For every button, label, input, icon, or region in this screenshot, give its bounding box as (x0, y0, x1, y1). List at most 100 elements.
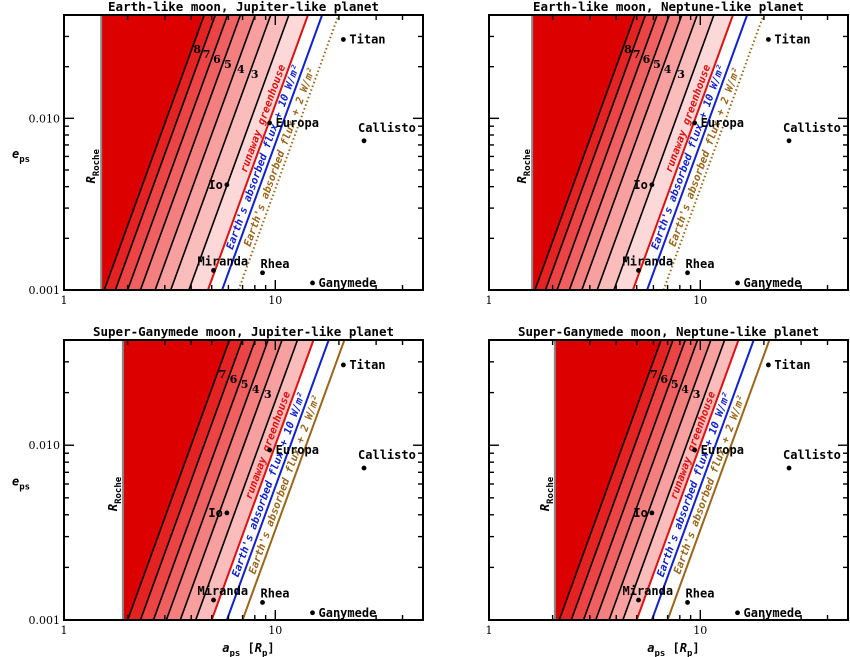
x-axis-label-part: [ (665, 641, 679, 655)
moon-label: Rhea (686, 257, 715, 271)
moon-label: Titan (774, 32, 810, 46)
zone-4 (153, 340, 269, 620)
moon-marker (685, 600, 690, 605)
zone-4 (557, 15, 670, 290)
zone-1 (554, 340, 662, 620)
y-tick-label: 0.010 (29, 112, 61, 125)
zone-boundary-line (622, 340, 726, 620)
moon-marker (310, 280, 315, 286)
panel-title: Super-Ganymede moon, Neptune-like planet (518, 324, 819, 339)
y-axis-label: eps (12, 475, 30, 493)
moon-label: Io (208, 178, 222, 192)
zone-6 (581, 15, 698, 290)
moon-marker (735, 280, 740, 286)
roche-label: RRoche (84, 149, 102, 184)
axes-frame (63, 339, 424, 621)
zone-label: 5 (224, 58, 232, 71)
zone-4 (127, 15, 241, 290)
moon-marker (211, 268, 216, 273)
x-tick-label: 1 (61, 624, 68, 637)
zone-6 (155, 15, 271, 290)
zone-boundary-line (194, 340, 299, 620)
roche-label-sub: Roche (92, 149, 102, 177)
moon-label: Ganymede (319, 276, 377, 290)
x-tick-label: 1 (486, 624, 493, 637)
zone-label: 6 (230, 373, 238, 386)
zone-boundary-line (596, 15, 698, 290)
zone-label: 3 (251, 68, 259, 81)
x-tick-label: 10 (268, 294, 282, 307)
x-axis-label: aps [Rp] (222, 641, 274, 657)
x-axis-label-part: R (255, 641, 262, 655)
moon-marker (765, 37, 771, 42)
limit-line-1 (632, 15, 734, 290)
panel-title: Earth-like moon, Jupiter-like planet (108, 0, 379, 14)
zone-boundary-line (169, 15, 272, 290)
zone-2 (104, 15, 216, 290)
moon-label: Ganymede (319, 606, 377, 620)
zone-2 (559, 340, 674, 620)
zone-label: 7 (219, 368, 227, 381)
moon-label: Europa (701, 116, 744, 130)
y-tick-label: 0.001 (29, 284, 61, 297)
zone-label: 6 (643, 53, 651, 66)
axes-frame (488, 14, 849, 291)
zone-label: 7 (650, 368, 658, 381)
zone-label: 3 (264, 388, 272, 401)
x-axis-label-part: p (687, 649, 693, 657)
moon-label: Ganymede (744, 276, 802, 290)
zone-boundary-line (544, 15, 647, 290)
limit-line-2 (646, 15, 749, 290)
zone-7 (597, 15, 714, 290)
moon-label: Europa (701, 443, 744, 457)
zone-3 (545, 15, 658, 290)
zone-5 (569, 15, 682, 290)
moon-marker (211, 597, 216, 603)
x-tick-label: 1 (61, 294, 68, 307)
x-axis-label-part: a (647, 641, 654, 655)
moon-label: Miranda (623, 584, 674, 598)
x-axis-label-part: p (262, 649, 268, 657)
zone-label: 6 (213, 53, 221, 66)
moon-label: Callisto (783, 121, 841, 135)
zone-1 (122, 340, 230, 620)
zone-6 (609, 340, 725, 620)
limit-line-3 (237, 15, 340, 290)
x-axis-label-part: ] (692, 641, 699, 655)
moon-marker (692, 447, 698, 453)
roche-label-main: R (515, 176, 529, 183)
zone-boundary-line (613, 15, 715, 290)
limit-line-3 (666, 340, 771, 620)
moon-marker (310, 610, 315, 616)
zone-5 (595, 340, 711, 620)
moon-marker (735, 610, 740, 616)
zone-3 (115, 15, 228, 290)
zone-boundary-line (139, 15, 242, 290)
moon-marker (361, 465, 367, 471)
y-axis-label-main: e (12, 147, 19, 161)
moon-marker (340, 37, 346, 42)
moon-label: Io (208, 506, 222, 520)
moon-marker (260, 270, 265, 276)
x-axis-label-part: [ (240, 641, 254, 655)
zone-6 (180, 340, 298, 620)
x-tick-label: 10 (268, 624, 282, 637)
limit-line-2 (221, 15, 324, 290)
y-axis-label-main: e (12, 475, 19, 489)
moon-marker (260, 600, 265, 605)
zone-2 (534, 15, 646, 290)
moon-marker (765, 362, 771, 368)
zone-label: 7 (203, 48, 211, 61)
zone-label: 4 (252, 383, 260, 396)
moon-marker (786, 465, 792, 471)
x-tick-label: 10 (693, 624, 707, 637)
moon-label: Titan (349, 358, 385, 372)
x-tick-label: 1 (486, 294, 493, 307)
moon-label: Callisto (358, 448, 416, 462)
zone-boundary-line (570, 340, 674, 620)
zone-boundary-line (165, 340, 269, 620)
